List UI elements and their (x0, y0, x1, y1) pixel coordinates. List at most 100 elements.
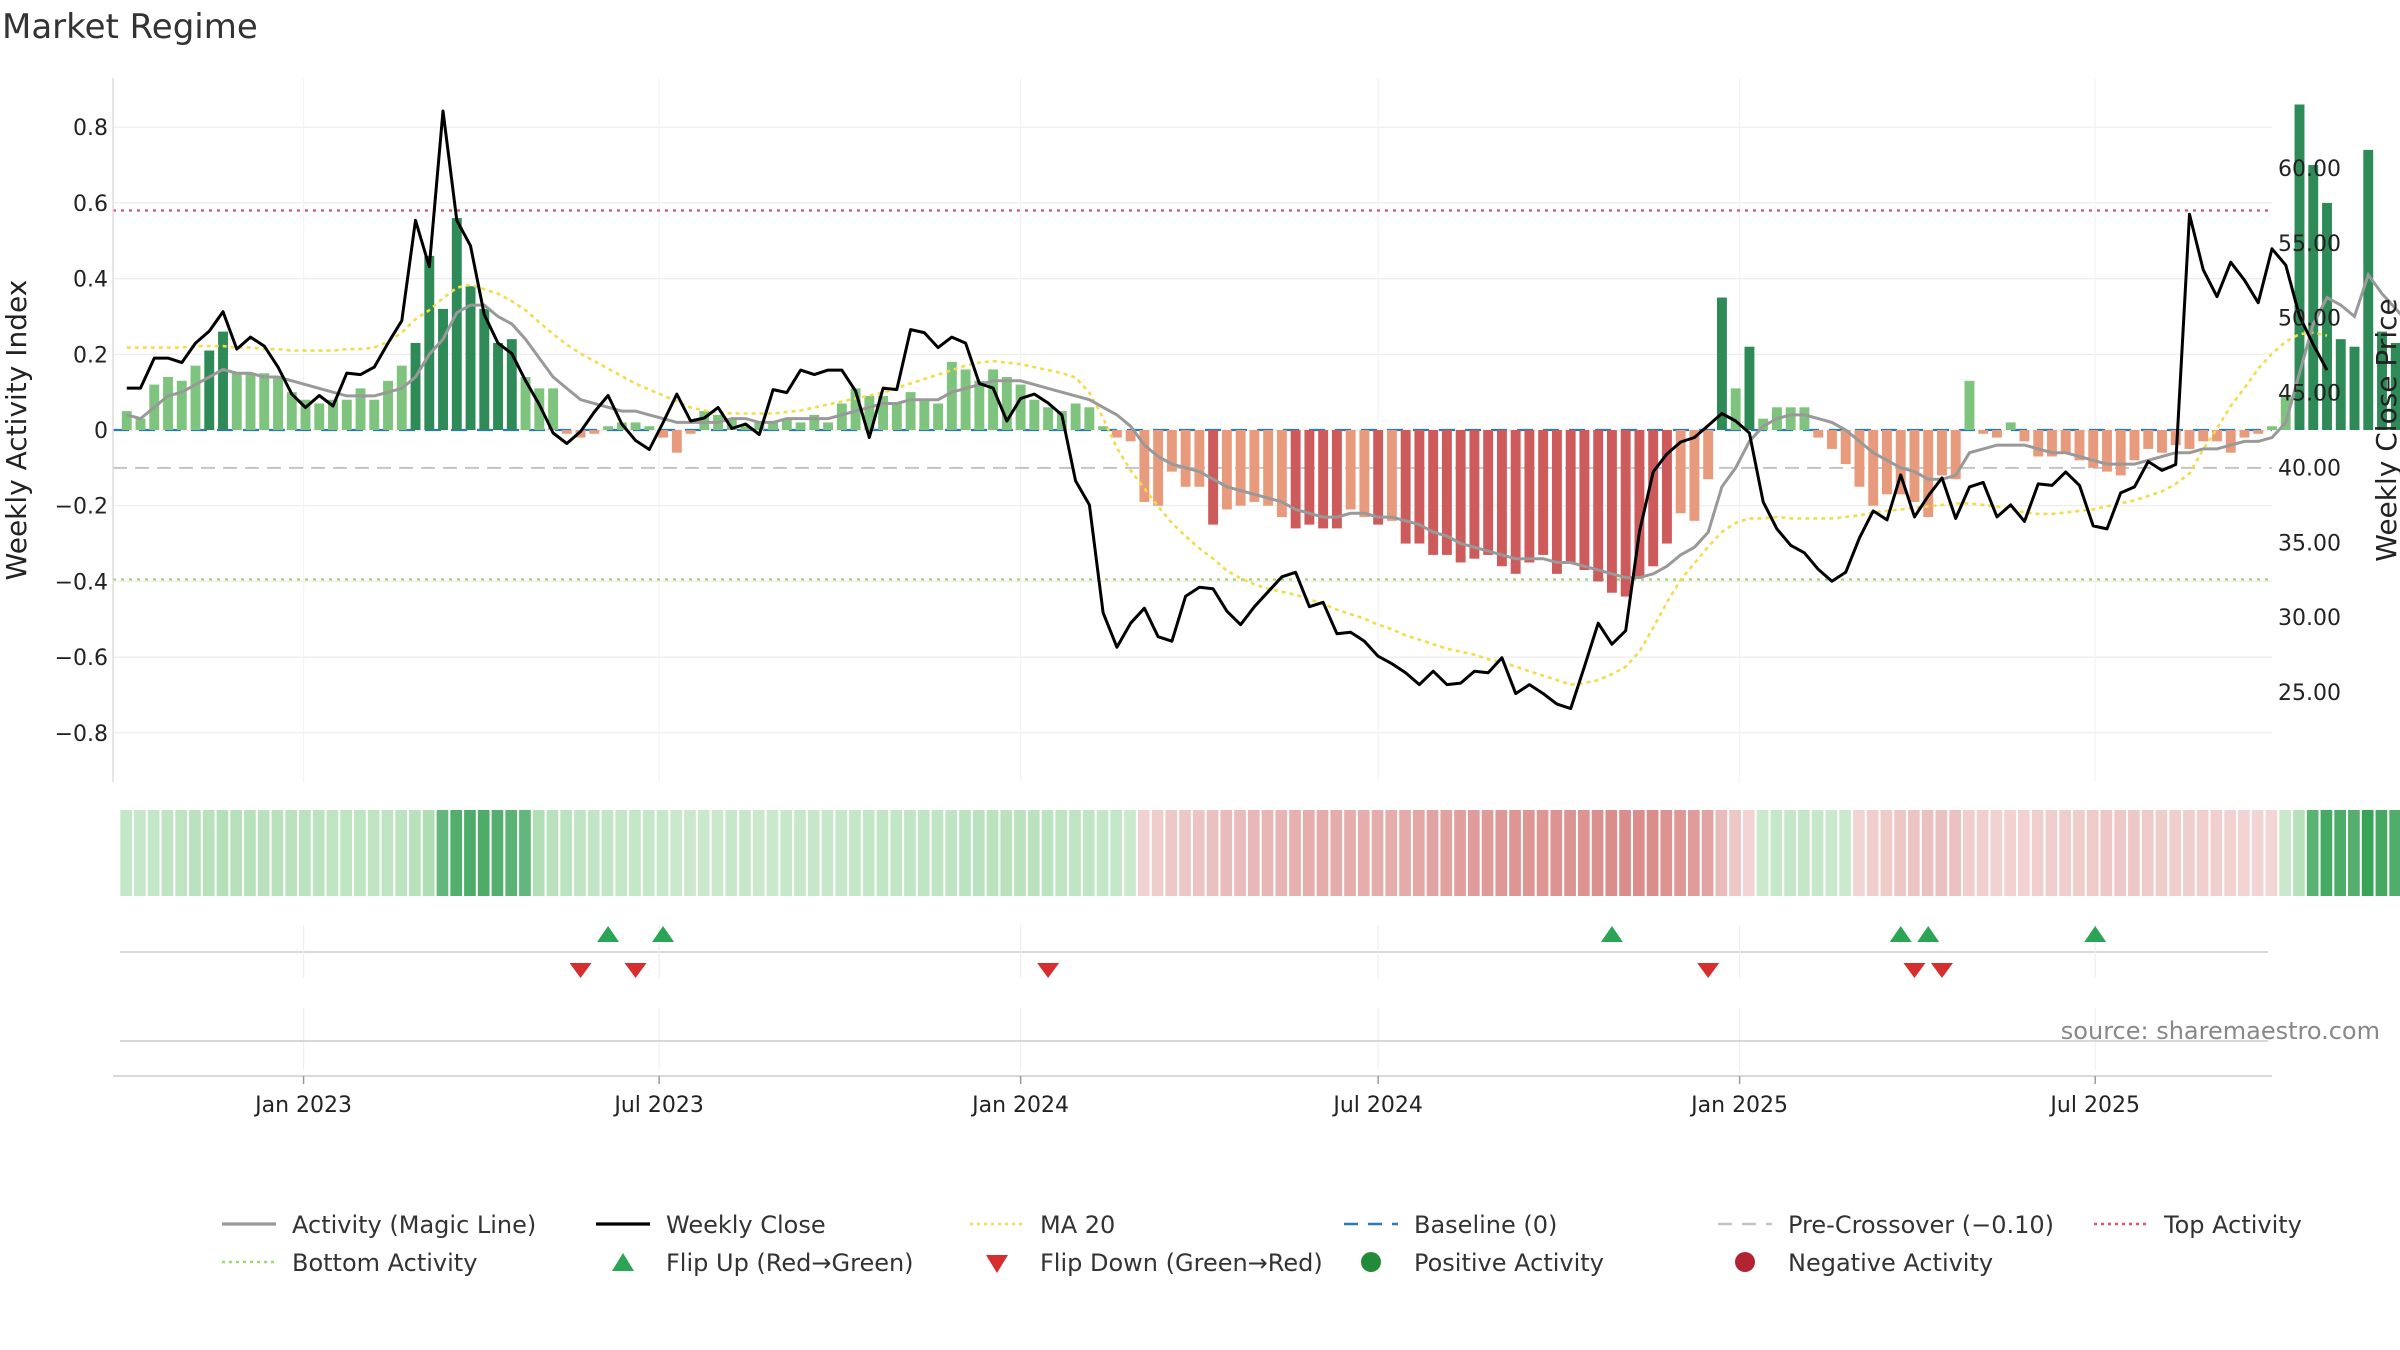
activity-bar-83 (1263, 430, 1274, 506)
activity-bar-135 (1978, 430, 1989, 434)
regime-cell-108 (1605, 810, 1618, 896)
activity-bar-47 (768, 422, 779, 430)
activity-bar-67 (1043, 407, 1054, 430)
activity-bar-150 (2184, 430, 2195, 449)
activity-bar-113 (1675, 430, 1686, 514)
regime-cell-129 (1894, 810, 1906, 896)
activity-bar-119 (1758, 418, 1769, 430)
regime-cell-32 (560, 810, 573, 896)
activity-bar-61 (960, 369, 971, 430)
regime-cell-31 (546, 810, 559, 896)
activity-bar-112 (1661, 430, 1672, 544)
regime-cell-19 (381, 810, 394, 896)
regime-cell-23 (436, 810, 449, 896)
y-tick-label-1: −0.6 (55, 646, 108, 671)
regime-cell-107 (1591, 810, 1604, 896)
regime-cell-110 (1632, 810, 1645, 896)
regime-cell-21 (409, 810, 421, 896)
regime-cell-131 (1921, 810, 1934, 896)
activity-bar-69 (1070, 403, 1081, 430)
activity-bar-59 (933, 403, 944, 430)
regime-cell-92 (1385, 810, 1398, 896)
regime-cell-72 (1110, 810, 1123, 896)
activity-bar-165 (2390, 342, 2400, 430)
activity-bar-153 (2225, 430, 2236, 453)
activity-bar-13 (300, 399, 311, 430)
activity-bar-147 (2143, 430, 2154, 449)
regime-cell-9 (244, 810, 256, 896)
activity-bar-27 (493, 342, 503, 430)
regime-cell-127 (1866, 810, 1879, 896)
legend-label-0: Activity (Magic Line) (292, 1211, 536, 1239)
activity-bar-9 (245, 373, 256, 430)
regime-cell-39 (656, 810, 669, 896)
activity-bar-78 (1194, 430, 1205, 487)
regime-cell-64 (1000, 810, 1013, 896)
series-lines (126, 109, 2400, 711)
regime-cell-62 (972, 810, 985, 896)
activity-bar-94 (1414, 430, 1425, 544)
regime-cell-155 (2251, 810, 2264, 896)
y2-tick-label-4: 45.00 (2278, 382, 2341, 407)
activity-bar-33 (575, 430, 586, 438)
regime-cell-160 (2320, 810, 2333, 896)
regime-cell-69 (1069, 810, 1081, 896)
x-tick-label-2: Jan 2024 (970, 1093, 1069, 1118)
activity-bar-15 (328, 399, 338, 430)
legend-swatch-8 (986, 1255, 1008, 1273)
activity-bar-99 (1483, 430, 1494, 555)
activity-bar-45 (740, 426, 751, 430)
y-axis-title: Weekly Activity Index (0, 280, 33, 581)
regime-cell-135 (1976, 810, 1989, 896)
activity-bar-87 (1318, 430, 1329, 529)
activity-bar-8 (231, 373, 242, 430)
regime-cell-165 (2389, 810, 2400, 896)
activity-bar-0 (121, 411, 132, 430)
activity-bar-124 (1827, 430, 1837, 449)
activity-bar-85 (1290, 430, 1301, 529)
regime-cell-8 (230, 810, 243, 896)
activity-bar-81 (1235, 430, 1246, 506)
activity-bar-142 (2074, 430, 2085, 461)
regime-cell-78 (1192, 810, 1205, 896)
x-axis: Jan 2023 Jul 2023 Jan 2024 Jul 2024 Jan 2025… (113, 1008, 2272, 1118)
activity-bar-82 (1249, 430, 1260, 502)
activity-bar-34 (589, 430, 600, 434)
regime-cell-33 (574, 810, 586, 896)
regime-cell-61 (959, 810, 971, 896)
y-tick-label-2: −0.4 (55, 570, 108, 595)
regime-cell-25 (464, 810, 476, 896)
regime-cell-52 (835, 810, 848, 896)
activity-bar-71 (1098, 426, 1109, 430)
activity-bar-44 (726, 418, 737, 430)
activity-bar-80 (1221, 430, 1232, 510)
activity-bar-115 (1703, 430, 1714, 480)
activity-bar-40 (671, 430, 682, 453)
flip-up-marker-5 (2084, 926, 2107, 942)
regime-cell-54 (862, 810, 875, 896)
activity-bar-66 (1029, 399, 1040, 430)
legend-label-2: MA 20 (1040, 1211, 1115, 1239)
regime-cell-4 (175, 810, 188, 896)
activity-bar-114 (1689, 430, 1700, 521)
regime-cell-18 (367, 810, 380, 896)
flip-down-marker-5 (1930, 963, 1953, 978)
activity-bar-17 (355, 388, 366, 430)
regime-cell-26 (477, 810, 490, 896)
activity-bar-37 (630, 422, 641, 430)
activity-bar-118 (1744, 346, 1755, 430)
activity-bar-76 (1166, 430, 1177, 472)
regime-cell-159 (2306, 810, 2319, 896)
activity-bar-4 (176, 380, 187, 430)
regime-cell-15 (326, 810, 339, 896)
legend-item-6: Bottom Activity (222, 1249, 477, 1277)
activity-bar-62 (974, 380, 985, 430)
legend-item-10: Negative Activity (1735, 1249, 1993, 1277)
regime-cell-89 (1344, 810, 1356, 896)
regime-cell-12 (285, 810, 298, 896)
regime-cell-76 (1165, 810, 1178, 896)
activity-bar-64 (1001, 377, 1012, 430)
legend-label-8: Flip Down (Green→Red) (1040, 1249, 1323, 1277)
regime-cell-142 (2073, 810, 2085, 896)
regime-cell-6 (202, 810, 215, 896)
